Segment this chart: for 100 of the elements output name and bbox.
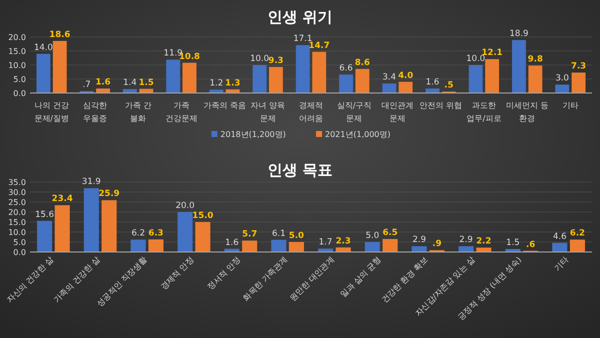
y-tick-label: 0.0 <box>13 248 26 257</box>
bar <box>339 74 354 93</box>
data-label: .7 <box>82 80 91 90</box>
data-label: 25.9 <box>98 189 120 200</box>
data-label: 7.3 <box>571 62 586 72</box>
bar <box>312 52 326 93</box>
bar <box>178 212 193 252</box>
y-tick-label: 0.0 <box>13 88 26 98</box>
bar <box>195 222 210 252</box>
data-label: 2.2 <box>476 236 492 247</box>
x-tick-label: 과도한 업무/피로 <box>466 101 502 123</box>
x-tick-label: 가족의 죽음 <box>203 101 246 110</box>
x-tick-label: 경제적 어려움 <box>299 101 323 123</box>
y-tick-label: 10.0 <box>8 228 26 237</box>
data-label: 18.9 <box>510 29 528 40</box>
data-label: 6.6 <box>339 64 353 74</box>
data-label: 1.7 <box>318 238 332 248</box>
x-tick-label: 나의 건강 문제/질병 <box>34 101 69 123</box>
x-tick-label: 일과 삶의 균형 <box>338 255 383 299</box>
data-label: 1.6 <box>426 78 440 88</box>
x-tick-label: 자녀 양육 문제 <box>250 101 286 123</box>
bar <box>485 59 500 93</box>
y-tick-label: 5.0 <box>13 238 26 247</box>
x-tick-label: 대인관계 문제 <box>381 101 414 123</box>
data-label: 5.7 <box>242 230 258 240</box>
y-tick-label: 15.0 <box>8 218 26 227</box>
data-label: 2.3 <box>336 236 351 246</box>
bar <box>570 240 585 252</box>
data-label: 31.9 <box>82 177 101 188</box>
data-label: 8.6 <box>354 58 370 68</box>
data-label: 1.3 <box>225 78 240 88</box>
legend-label: 2018년(1,200명) <box>220 130 286 139</box>
data-label: 6.3 <box>148 228 164 238</box>
bar <box>268 66 283 93</box>
x-tick-label: 심각한 우울증 <box>82 101 107 123</box>
x-tick-label: 안전의 위협 <box>419 101 462 110</box>
bar <box>54 205 70 252</box>
y-tick-label: 20.0 <box>8 208 26 217</box>
bar <box>468 65 483 93</box>
data-label: .9 <box>432 239 442 250</box>
data-label: 2.9 <box>412 235 426 246</box>
bar <box>209 90 224 93</box>
bar <box>166 60 180 93</box>
data-label: 2.9 <box>459 235 473 246</box>
bar <box>96 88 110 93</box>
y-tick-label: 20.0 <box>8 32 26 42</box>
x-tick-label: 미세먼지 등 환경 <box>506 101 548 123</box>
data-label: .5 <box>444 80 454 91</box>
bar <box>296 45 310 93</box>
bar <box>426 88 440 93</box>
bar <box>242 240 258 252</box>
data-label: 15.0 <box>192 211 214 221</box>
x-tick-label: 기타 <box>552 255 570 273</box>
data-label: 14.7 <box>308 40 330 51</box>
bar <box>122 89 137 93</box>
bar <box>37 220 52 252</box>
data-label: 6.1 <box>272 228 286 239</box>
data-label: 4.6 <box>552 232 566 242</box>
data-label: 1.5 <box>138 78 154 88</box>
y-tick-label: 25.0 <box>8 198 26 207</box>
data-label: 10.0 <box>466 54 486 64</box>
data-label: .6 <box>526 240 536 250</box>
data-label: 1.2 <box>210 78 224 89</box>
bar <box>512 40 526 93</box>
bar <box>336 247 351 252</box>
bar <box>182 62 196 93</box>
bar <box>148 239 164 252</box>
data-label: 18.6 <box>49 30 70 40</box>
bar <box>412 246 427 252</box>
bar <box>52 40 67 93</box>
data-label: 15.6 <box>35 210 54 220</box>
x-tick-label: 실직/구직 문제 <box>336 101 372 123</box>
bar <box>382 239 398 252</box>
bar <box>36 54 50 93</box>
bar <box>271 240 286 252</box>
chart-title: 인생 목표 <box>267 161 333 179</box>
bar <box>458 246 474 252</box>
data-label: 5.0 <box>366 231 380 241</box>
x-tick-label: 기타 <box>562 101 578 110</box>
data-label: 6.2 <box>570 228 586 239</box>
data-label: 9.8 <box>528 54 543 65</box>
data-label: 4.0 <box>398 70 414 81</box>
x-tick-label: 가족 간 불화 <box>124 101 152 123</box>
bar <box>398 82 413 93</box>
bar <box>528 66 542 93</box>
data-label: 6.5 <box>382 228 398 238</box>
bar <box>476 248 492 252</box>
bar <box>382 83 396 93</box>
bar <box>552 242 568 252</box>
bar <box>364 242 380 252</box>
data-label: 20.0 <box>176 201 195 211</box>
chart-title: 인생 위기 <box>267 8 333 26</box>
data-label: 10.0 <box>250 54 270 64</box>
data-label: 1.6 <box>95 78 111 88</box>
data-label: 9.3 <box>268 56 284 66</box>
bar <box>572 72 586 93</box>
y-tick-label: 30.0 <box>8 188 26 197</box>
bar <box>84 188 99 252</box>
data-label: 6.2 <box>131 228 145 239</box>
bar <box>252 65 267 93</box>
